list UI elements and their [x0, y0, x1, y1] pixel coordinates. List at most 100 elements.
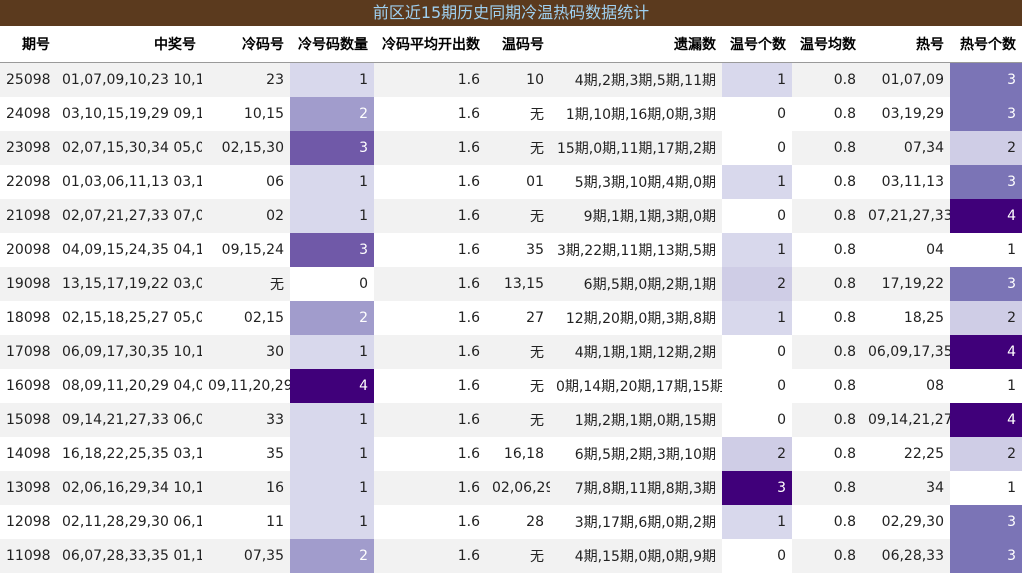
cell-miss-counts: 1期,2期,1期,0期,15期 — [550, 403, 722, 437]
cell-winning-numbers: 02,06,16,29,34 10,11 — [56, 471, 202, 505]
cell-warm-numbers: 16,18 — [486, 437, 550, 471]
cell-miss-counts: 4期,1期,1期,12期,2期 — [550, 335, 722, 369]
cell-cold-avg: 1.6 — [374, 165, 486, 199]
cell-warm-count: 2 — [722, 267, 792, 301]
cell-miss-counts: 4期,15期,0期,0期,9期 — [550, 539, 722, 573]
cell-issue: 12098 — [0, 505, 56, 539]
cell-miss-counts: 15期,0期,11期,17期,2期 — [550, 131, 722, 165]
cell-issue: 23098 — [0, 131, 56, 165]
header-row: 期号 中奖号 冷码号 冷号码数量 冷码平均开出数 温码号 遗漏数 温号个数 温号均数 热号 热号个数 — [0, 26, 1022, 63]
cell-warm-avg: 0.8 — [792, 471, 862, 505]
cell-warm-avg: 0.8 — [792, 267, 862, 301]
cell-warm-avg: 0.8 — [792, 505, 862, 539]
cell-warm-count: 0 — [722, 335, 792, 369]
table-row: 15098 09,14,21,27,33 06,09 33 1 1.6 无 1期,2期,1期… — [0, 403, 1022, 437]
cell-miss-counts: 12期,20期,0期,3期,8期 — [550, 301, 722, 335]
cell-hot-count: 2 — [950, 437, 1022, 471]
cell-hot-numbers: 06,28,33 — [862, 539, 950, 573]
cell-cold-count: 2 — [290, 539, 374, 573]
cell-warm-avg: 0.8 — [792, 403, 862, 437]
cell-miss-counts: 1期,10期,16期,0期,3期 — [550, 97, 722, 131]
cell-hot-count: 4 — [950, 403, 1022, 437]
cell-miss-counts: 3期,22期,11期,13期,5期 — [550, 233, 722, 267]
cell-hot-count: 3 — [950, 267, 1022, 301]
cell-hot-count: 4 — [950, 199, 1022, 233]
cell-cold-numbers: 33 — [202, 403, 290, 437]
table-row: 23098 02,07,15,30,34 05,09 02,15,30 3 1.6 无 15… — [0, 131, 1022, 165]
cell-warm-count: 1 — [722, 165, 792, 199]
cell-hot-count: 3 — [950, 539, 1022, 573]
cell-warm-count: 0 — [722, 539, 792, 573]
cell-winning-numbers: 06,07,28,33,35 01,10 — [56, 539, 202, 573]
cell-issue: 21098 — [0, 199, 56, 233]
cell-hot-numbers: 18,25 — [862, 301, 950, 335]
table-row: 13098 02,06,16,29,34 10,11 16 1 1.6 02,06,29 7… — [0, 471, 1022, 505]
cell-warm-numbers: 35 — [486, 233, 550, 267]
cell-cold-avg: 1.6 — [374, 199, 486, 233]
cell-hot-count: 4 — [950, 335, 1022, 369]
header-warm-avg: 温号均数 — [792, 26, 862, 63]
cell-warm-count: 0 — [722, 199, 792, 233]
cell-warm-numbers: 27 — [486, 301, 550, 335]
cell-issue: 15098 — [0, 403, 56, 437]
cell-cold-avg: 1.6 — [374, 131, 486, 165]
cell-warm-avg: 0.8 — [792, 199, 862, 233]
cell-hot-count: 2 — [950, 301, 1022, 335]
cell-issue: 19098 — [0, 267, 56, 301]
table-row: 14098 16,18,22,25,35 03,10 35 1 1.6 16,18 6期,5… — [0, 437, 1022, 471]
cell-hot-count: 1 — [950, 233, 1022, 267]
cell-warm-avg: 0.8 — [792, 539, 862, 573]
header-miss-counts: 遗漏数 — [550, 26, 722, 63]
cell-cold-numbers: 11 — [202, 505, 290, 539]
cell-cold-numbers: 09,11,20,29 — [202, 369, 290, 403]
cell-warm-avg: 0.8 — [792, 233, 862, 267]
cell-hot-numbers: 06,09,17,35 — [862, 335, 950, 369]
cell-hot-numbers: 03,11,13 — [862, 165, 950, 199]
cell-cold-numbers: 09,15,24 — [202, 233, 290, 267]
cell-cold-avg: 1.6 — [374, 97, 486, 131]
cell-hot-count: 1 — [950, 471, 1022, 505]
cell-hot-numbers: 22,25 — [862, 437, 950, 471]
table-row: 25098 01,07,09,10,23 10,12 23 1 1.6 10 4期,2期,3… — [0, 62, 1022, 97]
cell-hot-count: 3 — [950, 62, 1022, 97]
table-body: 25098 01,07,09,10,23 10,12 23 1 1.6 10 4期,2期,3… — [0, 62, 1022, 573]
cell-issue: 16098 — [0, 369, 56, 403]
cell-hot-numbers: 07,34 — [862, 131, 950, 165]
cell-winning-numbers: 02,15,18,25,27 05,07 — [56, 301, 202, 335]
cell-warm-numbers: 无 — [486, 403, 550, 437]
cell-winning-numbers: 03,10,15,19,29 09,10 — [56, 97, 202, 131]
cell-warm-avg: 0.8 — [792, 301, 862, 335]
cell-warm-numbers: 02,06,29 — [486, 471, 550, 505]
header-cold-numbers: 冷码号 — [202, 26, 290, 63]
cell-hot-numbers: 34 — [862, 471, 950, 505]
cell-warm-count: 1 — [722, 62, 792, 97]
cell-hot-count: 2 — [950, 131, 1022, 165]
cell-hot-numbers: 07,21,27,33 — [862, 199, 950, 233]
cell-cold-numbers: 02 — [202, 199, 290, 233]
cell-miss-counts: 5期,3期,10期,4期,0期 — [550, 165, 722, 199]
cell-hot-numbers: 02,29,30 — [862, 505, 950, 539]
cell-warm-count: 1 — [722, 505, 792, 539]
cell-cold-avg: 1.6 — [374, 505, 486, 539]
cell-winning-numbers: 02,07,15,30,34 05,09 — [56, 131, 202, 165]
cell-issue: 17098 — [0, 335, 56, 369]
table-row: 18098 02,15,18,25,27 05,07 02,15 2 1.6 27 12期,… — [0, 301, 1022, 335]
cell-cold-count: 1 — [290, 165, 374, 199]
cell-warm-avg: 0.8 — [792, 97, 862, 131]
stats-table: 期号 中奖号 冷码号 冷号码数量 冷码平均开出数 温码号 遗漏数 温号个数 温号均数 热号 热号个数… — [0, 26, 1022, 573]
cell-warm-numbers: 13,15 — [486, 267, 550, 301]
cell-winning-numbers: 08,09,11,20,29 04,05 — [56, 369, 202, 403]
cell-hot-count: 3 — [950, 165, 1022, 199]
cell-cold-avg: 1.6 — [374, 437, 486, 471]
header-warm-numbers: 温码号 — [486, 26, 550, 63]
cell-cold-count: 0 — [290, 267, 374, 301]
cell-hot-numbers: 09,14,21,27 — [862, 403, 950, 437]
table-row: 24098 03,10,15,19,29 09,10 10,15 2 1.6 无 1期,10… — [0, 97, 1022, 131]
cell-cold-count: 4 — [290, 369, 374, 403]
cell-warm-count: 2 — [722, 437, 792, 471]
cell-miss-counts: 7期,8期,11期,8期,3期 — [550, 471, 722, 505]
cell-warm-numbers: 01 — [486, 165, 550, 199]
cell-warm-numbers: 无 — [486, 97, 550, 131]
table-row: 21098 02,07,21,27,33 07,09 02 1 1.6 无 9期,1期,1期… — [0, 199, 1022, 233]
cell-cold-numbers: 02,15,30 — [202, 131, 290, 165]
